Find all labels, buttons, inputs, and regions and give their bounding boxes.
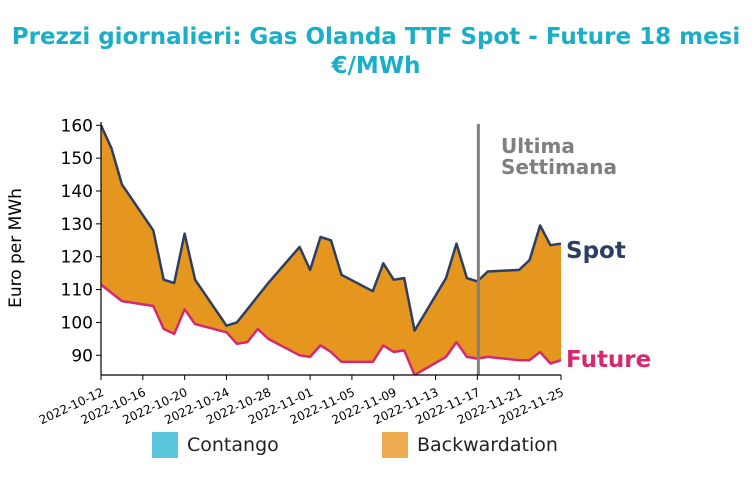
legend-item-contango: Contango — [152, 432, 279, 458]
y-tick-label: 160 — [61, 116, 93, 136]
y-tick-label: 140 — [61, 182, 93, 202]
backwardation-area — [101, 125, 561, 375]
legend-label-contango: Contango — [187, 434, 279, 456]
y-tick-label: 130 — [61, 215, 93, 235]
last-week-label-line1: Ultima — [501, 134, 575, 158]
legend: Contango Backwardation — [0, 432, 752, 462]
legend-swatch-backwardation — [382, 432, 408, 458]
future-series-line — [101, 283, 561, 375]
spot-series-line — [101, 124, 561, 332]
legend-label-backwardation: Backwardation — [417, 434, 558, 456]
y-axis-label: Euro per MWh — [6, 188, 26, 308]
y-tick-label: 100 — [61, 313, 93, 333]
future-series-label: Future — [566, 347, 651, 373]
legend-swatch-contango — [152, 432, 178, 458]
chart-subtitle: €/MWh — [331, 53, 421, 79]
y-tick-label: 150 — [61, 149, 93, 169]
last-week-label-line2: Settimana — [501, 155, 617, 179]
y-tick-label: 110 — [61, 281, 93, 301]
plot-area — [101, 124, 561, 375]
legend-item-backwardation: Backwardation — [382, 432, 558, 458]
y-tick-label: 90 — [71, 346, 93, 366]
spot-series-label: Spot — [566, 238, 626, 264]
y-tick-label: 120 — [61, 248, 93, 268]
chart-title: Prezzi giornalieri: Gas Olanda TTF Spot … — [11, 24, 741, 50]
